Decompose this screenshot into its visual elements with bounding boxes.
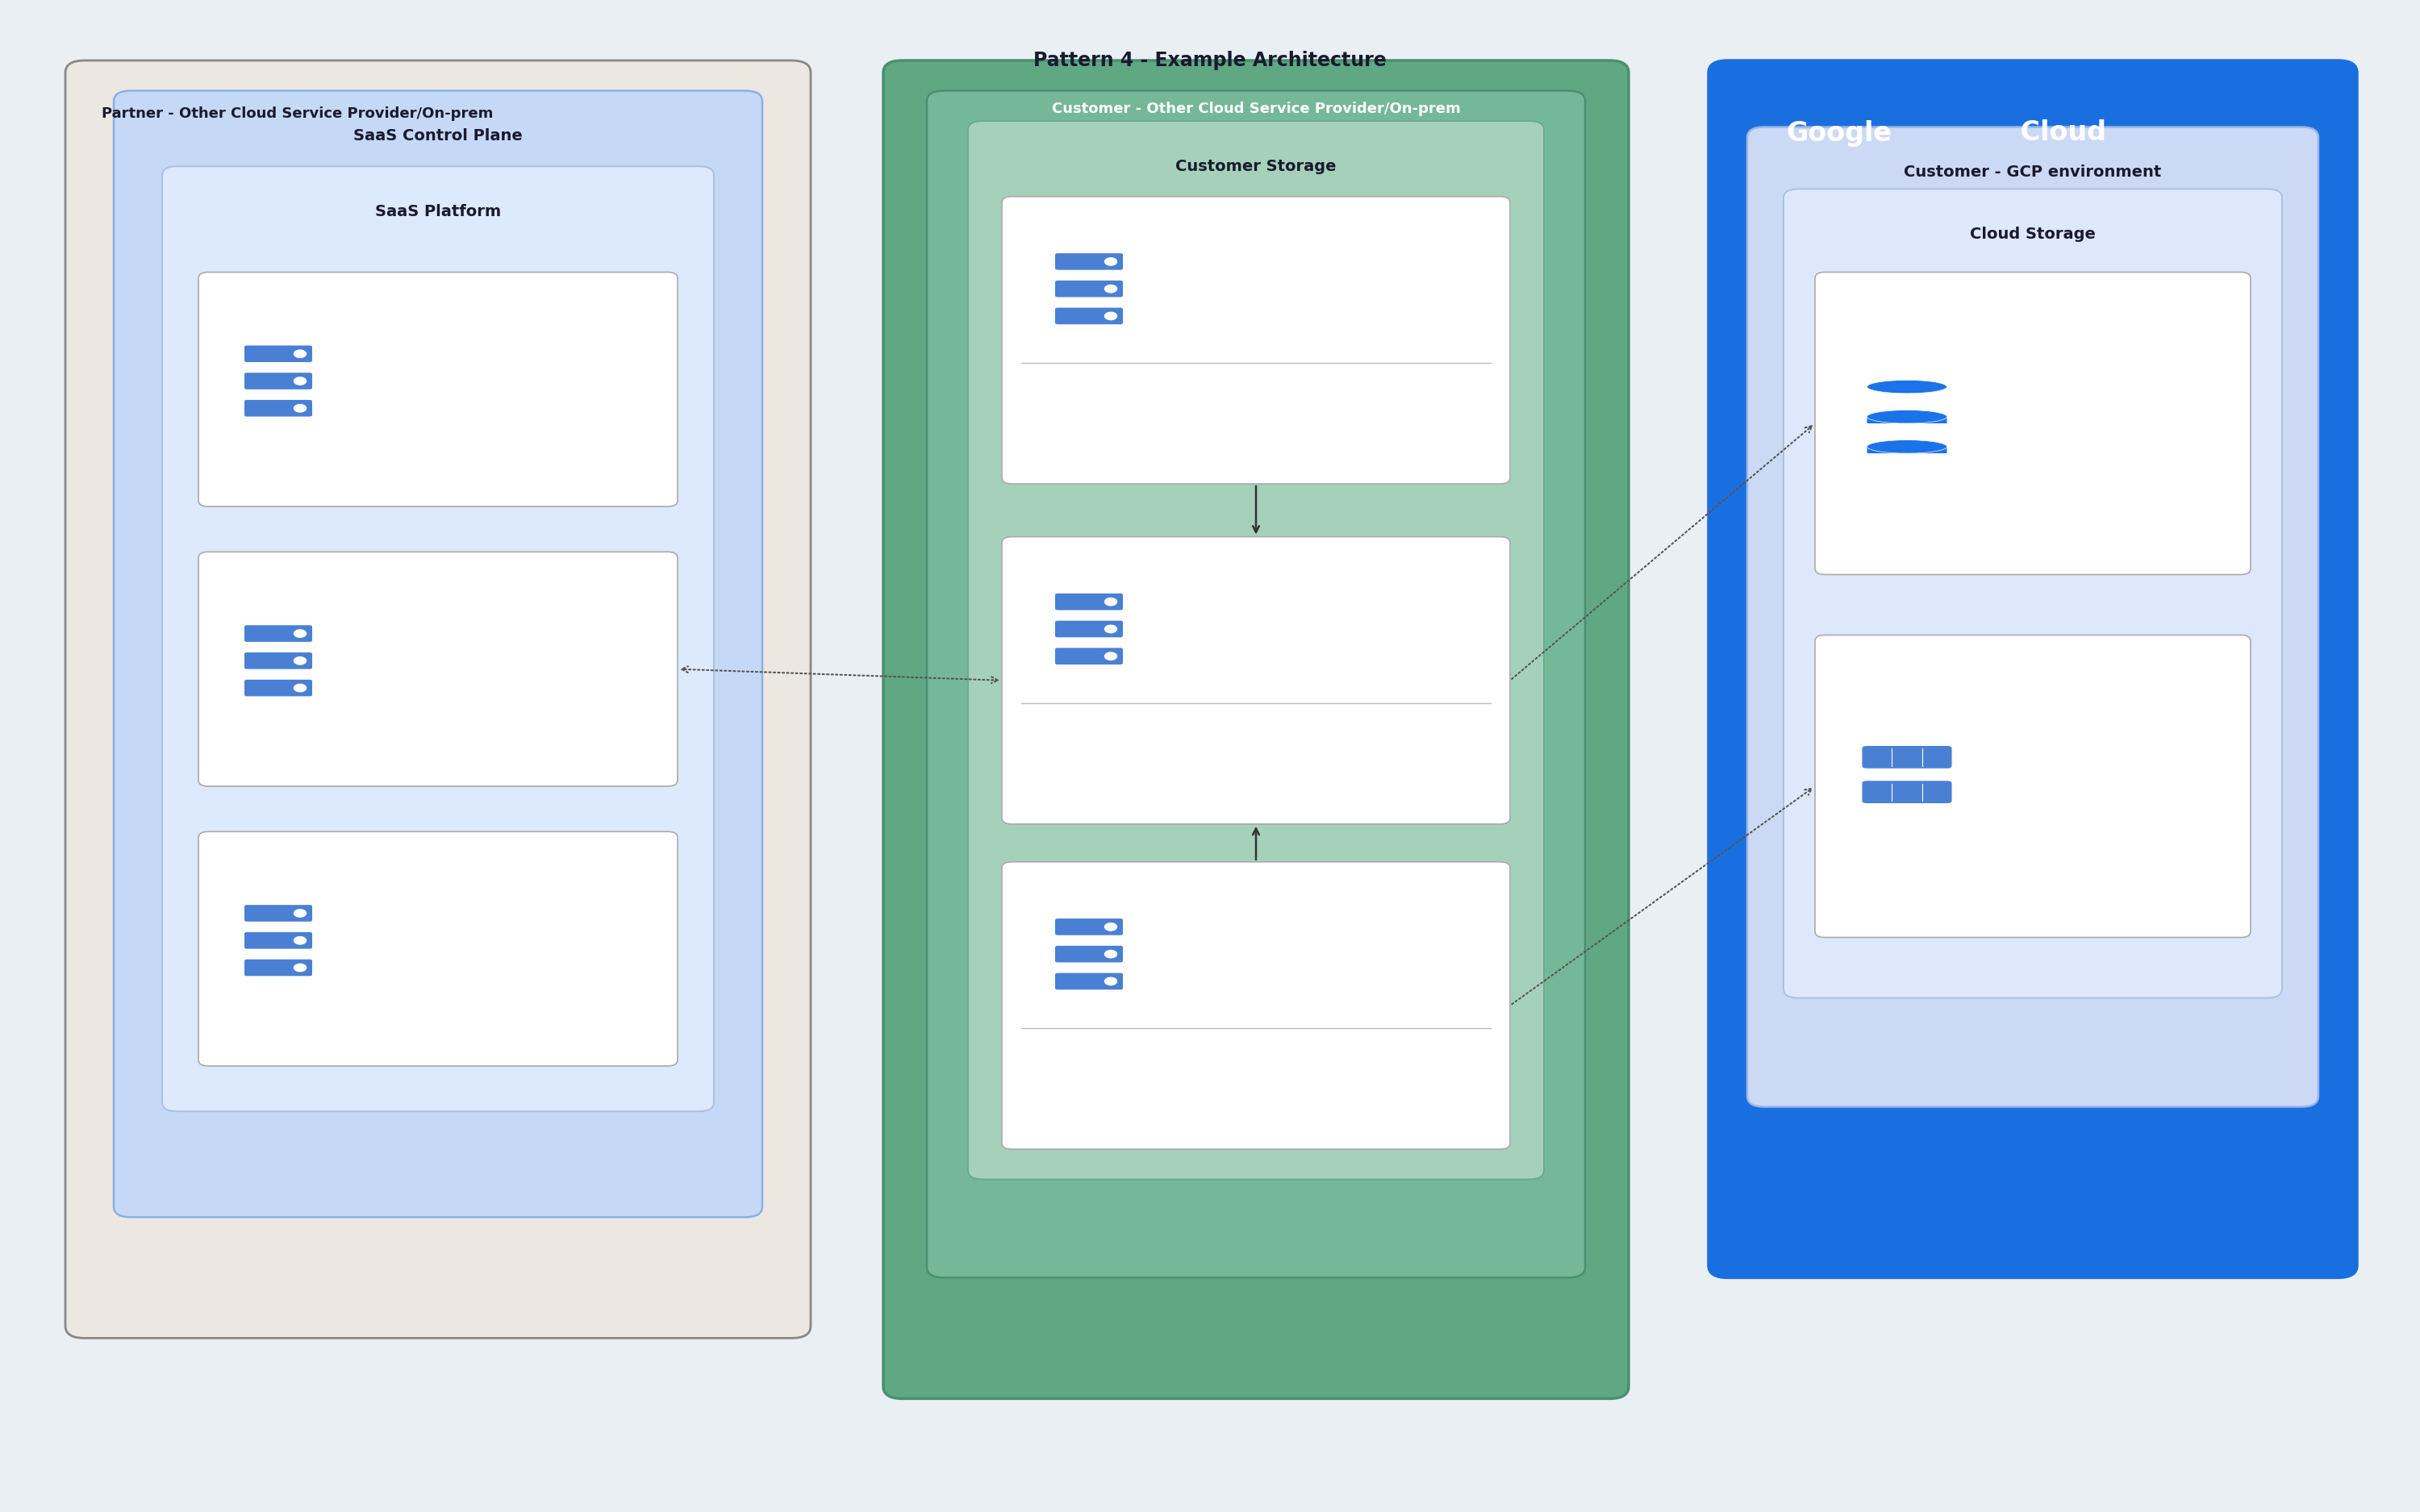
FancyBboxPatch shape: [1868, 446, 1948, 454]
FancyBboxPatch shape: [1055, 947, 1123, 963]
Text: Partner - Other Cloud Service Provider/On-prem: Partner - Other Cloud Service Provider/O…: [102, 106, 494, 121]
Circle shape: [295, 936, 305, 943]
Circle shape: [295, 349, 305, 357]
FancyBboxPatch shape: [1055, 647, 1123, 665]
FancyBboxPatch shape: [244, 399, 312, 416]
Circle shape: [1104, 284, 1116, 293]
Circle shape: [1104, 597, 1116, 605]
Circle shape: [295, 909, 305, 916]
FancyBboxPatch shape: [244, 372, 312, 389]
FancyBboxPatch shape: [1002, 862, 1510, 1149]
FancyBboxPatch shape: [1002, 197, 1510, 484]
Text: SaaS Database: SaaS Database: [380, 942, 503, 956]
Circle shape: [295, 683, 305, 692]
Text: Storage: Storage: [1191, 947, 1256, 962]
FancyBboxPatch shape: [1861, 745, 1953, 768]
Text: Customer - Other Cloud Service Provider/On-prem: Customer - Other Cloud Service Provider/…: [1053, 101, 1459, 116]
Ellipse shape: [1868, 410, 1946, 423]
Circle shape: [295, 629, 305, 638]
FancyBboxPatch shape: [198, 832, 678, 1066]
Circle shape: [1104, 626, 1116, 632]
Text: SaaS Control Plane: SaaS Control Plane: [353, 129, 523, 144]
Text: Customer Database: Customer Database: [1195, 414, 1316, 426]
Text: Customer Storage: Customer Storage: [1176, 159, 1336, 174]
Circle shape: [1104, 951, 1116, 959]
FancyBboxPatch shape: [1055, 918, 1123, 934]
Circle shape: [1104, 922, 1116, 930]
FancyBboxPatch shape: [244, 626, 312, 641]
FancyBboxPatch shape: [1055, 974, 1123, 989]
FancyBboxPatch shape: [1709, 60, 2357, 1278]
FancyBboxPatch shape: [244, 653, 312, 668]
FancyBboxPatch shape: [244, 960, 312, 977]
FancyBboxPatch shape: [1055, 620, 1123, 638]
Text: SaaS Platform: SaaS Platform: [375, 204, 501, 219]
FancyBboxPatch shape: [1815, 635, 2251, 937]
Text: Pattern 4 - Example Architecture: Pattern 4 - Example Architecture: [1033, 51, 1387, 70]
FancyBboxPatch shape: [65, 60, 811, 1338]
FancyBboxPatch shape: [1747, 127, 2318, 1107]
FancyBboxPatch shape: [162, 166, 714, 1111]
Text: Cloud: Cloud: [2011, 119, 2105, 147]
Text: Cloud
Storage: Cloud Storage: [2009, 771, 2074, 801]
Circle shape: [1104, 257, 1116, 265]
FancyBboxPatch shape: [1815, 272, 2251, 575]
FancyBboxPatch shape: [1055, 593, 1123, 609]
FancyBboxPatch shape: [244, 931, 312, 950]
Ellipse shape: [1868, 380, 1946, 393]
Text: Agents: Agents: [1191, 621, 1249, 637]
Text: SaaS Controller: SaaS Controller: [380, 383, 508, 396]
FancyBboxPatch shape: [1868, 416, 1948, 423]
Circle shape: [1104, 313, 1116, 319]
Text: Customer - GCP environment: Customer - GCP environment: [1905, 165, 2161, 180]
FancyBboxPatch shape: [198, 552, 678, 786]
FancyBboxPatch shape: [114, 91, 762, 1217]
FancyBboxPatch shape: [883, 60, 1629, 1399]
FancyBboxPatch shape: [1861, 780, 1953, 804]
Circle shape: [295, 965, 305, 971]
Text: Data Source: Data Source: [1203, 129, 1309, 144]
Ellipse shape: [1868, 440, 1946, 454]
FancyBboxPatch shape: [1002, 537, 1510, 824]
FancyBboxPatch shape: [927, 91, 1585, 1278]
Text: Cloud SQL: Cloud SQL: [2009, 416, 2091, 431]
Circle shape: [295, 656, 305, 665]
Text: Cloud Storage: Cloud Storage: [1970, 227, 2096, 242]
FancyBboxPatch shape: [198, 272, 678, 507]
FancyBboxPatch shape: [244, 345, 312, 361]
Circle shape: [295, 376, 305, 384]
FancyBboxPatch shape: [1055, 280, 1123, 296]
Circle shape: [295, 404, 305, 411]
FancyBboxPatch shape: [1784, 189, 2282, 998]
Text: Google: Google: [1786, 119, 1892, 147]
FancyBboxPatch shape: [244, 904, 312, 921]
Circle shape: [1104, 977, 1116, 986]
FancyBboxPatch shape: [968, 121, 1544, 1179]
Text: Customer Storage: Customer Storage: [1200, 1080, 1312, 1092]
Text: Migration Agents: Migration Agents: [1203, 754, 1309, 767]
FancyBboxPatch shape: [1055, 253, 1123, 269]
Text: SQL Database: SQL Database: [1191, 281, 1304, 296]
FancyBboxPatch shape: [244, 680, 312, 696]
Circle shape: [1104, 653, 1116, 659]
FancyBboxPatch shape: [1055, 307, 1123, 324]
Text: SaaS Frontend: SaaS Frontend: [380, 662, 499, 676]
